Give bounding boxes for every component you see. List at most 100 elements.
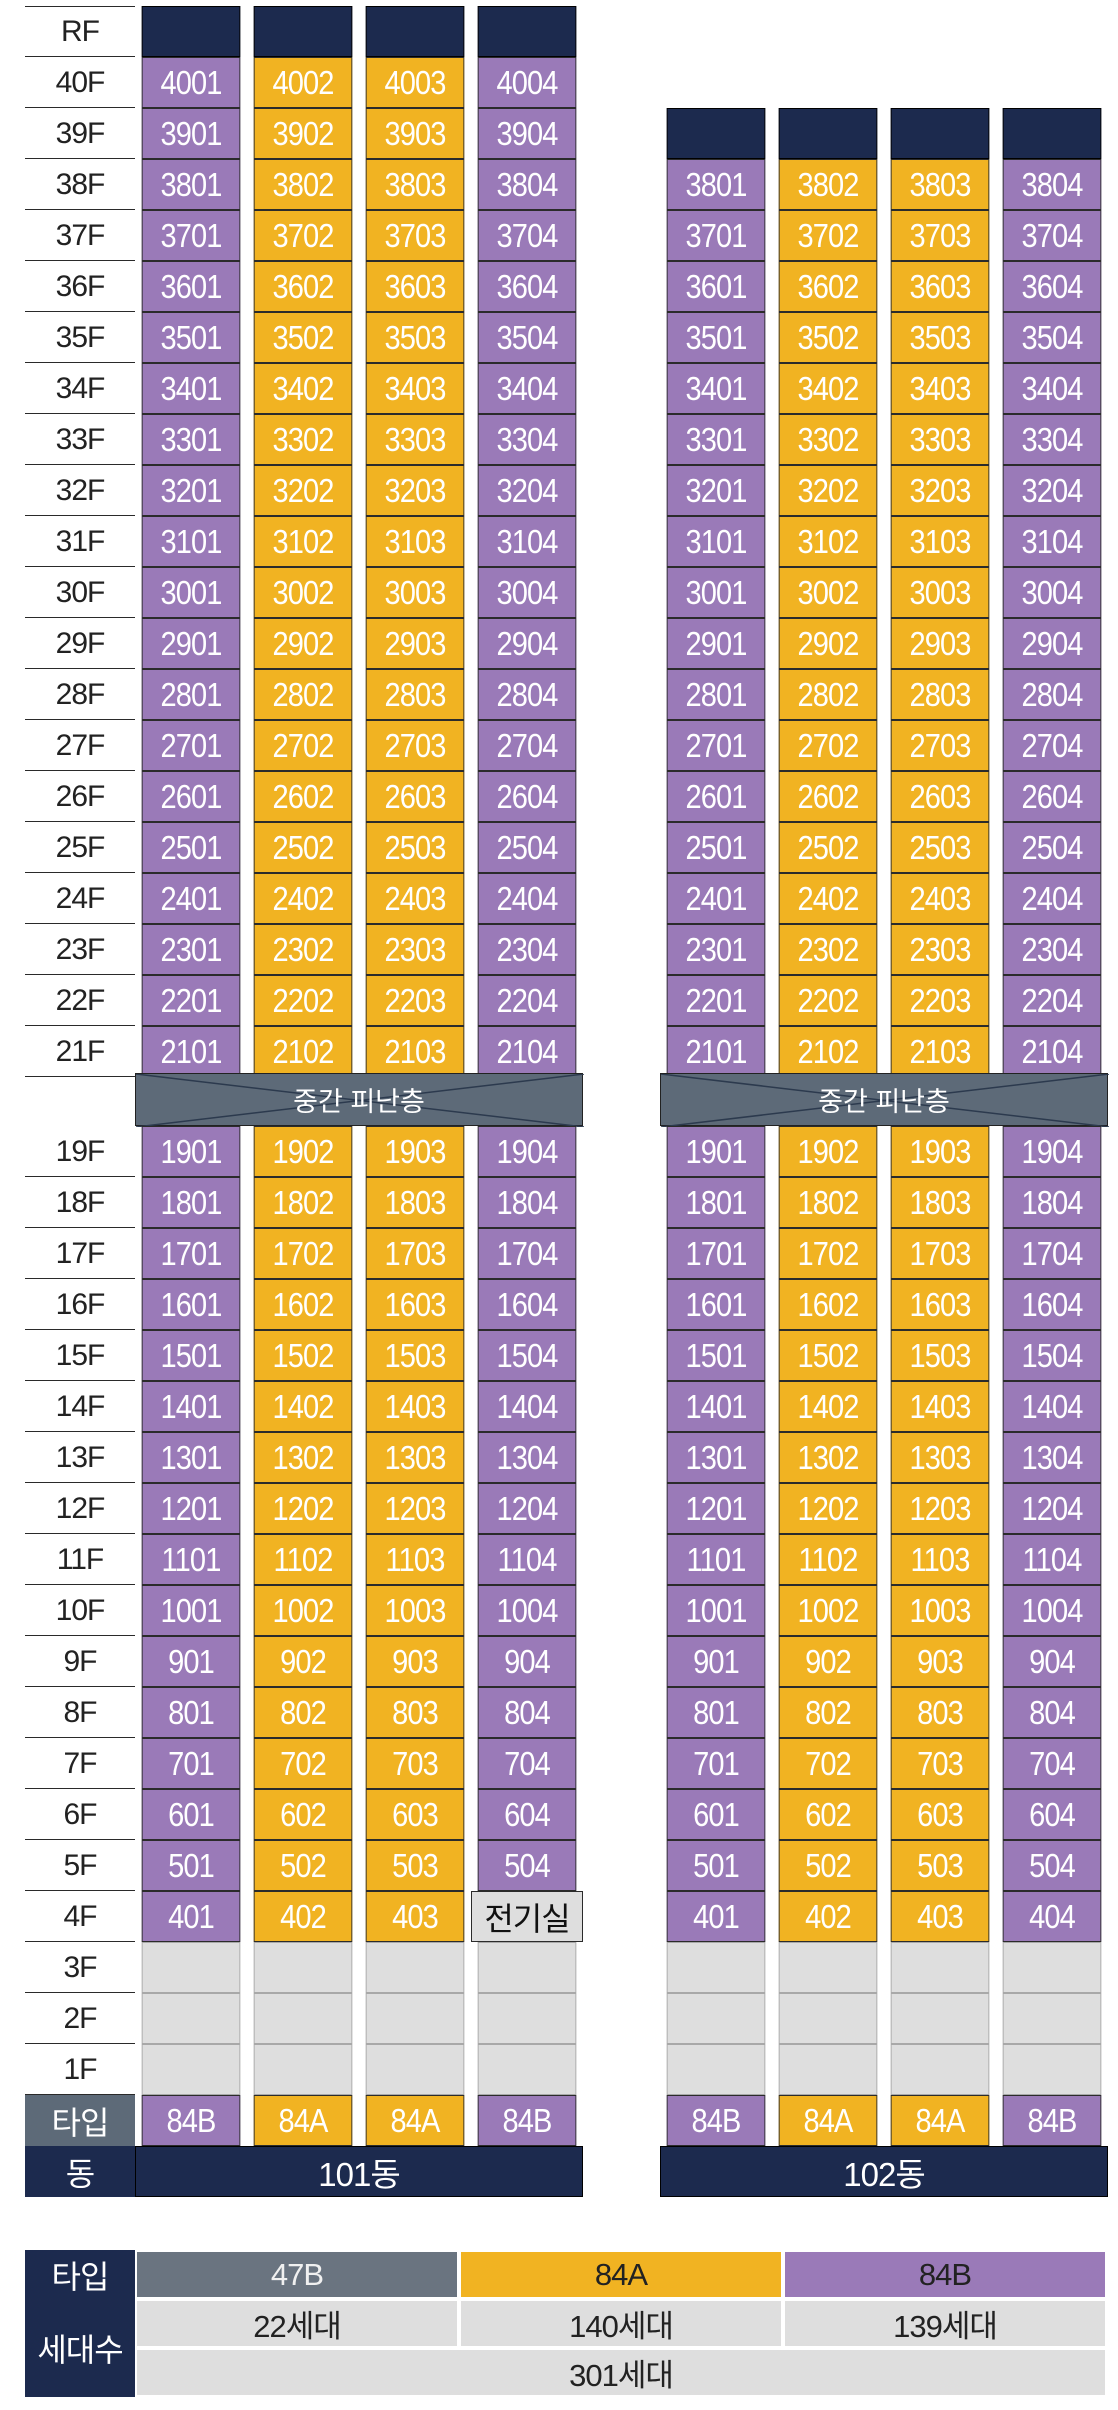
unit-cell: 403	[890, 1891, 990, 1942]
floor-divider	[25, 1025, 135, 1026]
unit-cell: 2504	[1002, 822, 1102, 873]
unit-cell: 3204	[1002, 465, 1102, 516]
unit-cell: 1602	[253, 1279, 353, 1330]
unit-cell: 3404	[477, 363, 577, 414]
unit-cell: 2302	[253, 924, 353, 975]
floor-divider	[25, 974, 135, 975]
unit-cell: 402	[253, 1891, 353, 1942]
refuge-cross-line	[661, 1074, 1109, 1127]
floor-divider	[25, 1737, 135, 1738]
floor-divider	[25, 1482, 135, 1483]
unit-cell: 3602	[253, 261, 353, 312]
unit-cell: 1002	[253, 1585, 353, 1636]
unit-cell: 501	[141, 1840, 241, 1891]
unit-cell: 1802	[253, 1177, 353, 1228]
floor-label: 22F	[55, 983, 106, 1017]
unit-cell: 3301	[666, 414, 766, 465]
unit-cell: 3401	[666, 363, 766, 414]
unit-cell: 2603	[890, 771, 990, 822]
floor-label: 19F	[55, 1134, 106, 1168]
floor-divider	[25, 1380, 135, 1381]
unit-cell: 404	[1002, 1891, 1102, 1942]
unit-cell: 603	[890, 1789, 990, 1840]
unit-cell: 3804	[1002, 159, 1102, 210]
empty-cell	[141, 2044, 241, 2095]
unit-cell: 4003	[365, 57, 465, 108]
building-name: 102동	[660, 2146, 1108, 2197]
floor-divider	[25, 668, 135, 669]
floor-divider	[25, 1788, 135, 1789]
unit-cell: 2201	[141, 975, 241, 1026]
unit-cell: 701	[141, 1738, 241, 1789]
floor-label: 40F	[55, 65, 106, 99]
empty-cell	[141, 1942, 241, 1993]
unit-cell: 902	[253, 1636, 353, 1687]
unit-cell: 3602	[778, 261, 878, 312]
unit-cell: 801	[666, 1687, 766, 1738]
unit-cell: 2801	[141, 669, 241, 720]
floor-label: 3F	[63, 1950, 97, 1984]
floor-label: 8F	[63, 1695, 97, 1729]
unit-cell: 3403	[890, 363, 990, 414]
floor-label: 31F	[55, 524, 106, 558]
unit-cell: 2202	[253, 975, 353, 1026]
unit-cell: 1302	[253, 1432, 353, 1483]
unit-cell: 2702	[778, 720, 878, 771]
floor-divider	[25, 158, 135, 159]
unit-cell: 1702	[778, 1228, 878, 1279]
unit-cell: 704	[477, 1738, 577, 1789]
floor-divider	[25, 1076, 135, 1077]
unit-cell: 803	[365, 1687, 465, 1738]
floor-divider	[25, 6, 135, 7]
floor-label: 14F	[55, 1389, 106, 1423]
empty-cell	[477, 2044, 577, 2095]
unit-cell: 3101	[141, 516, 241, 567]
unit-cell: 2204	[477, 975, 577, 1026]
unit-cell: 1501	[141, 1330, 241, 1381]
unit-cell: 2403	[365, 873, 465, 924]
type-cell: 84A	[778, 2095, 878, 2146]
unit-cell: 3703	[890, 210, 990, 261]
unit-cell: 2101	[666, 1026, 766, 1077]
unit-cell: 502	[253, 1840, 353, 1891]
unit-cell: 2901	[666, 618, 766, 669]
unit-cell: 801	[141, 1687, 241, 1738]
unit-cell: 3303	[890, 414, 990, 465]
floor-divider	[25, 1941, 135, 1942]
building-name: 101동	[135, 2146, 583, 2197]
unit-cell: 3201	[141, 465, 241, 516]
unit-cell: 2804	[477, 669, 577, 720]
empty-cell	[477, 1993, 577, 2044]
unit-cell: 1303	[890, 1432, 990, 1483]
unit-cell: 803	[890, 1687, 990, 1738]
unit-cell: 1603	[365, 1279, 465, 1330]
refuge-floor-band: 중간 피난층	[660, 1073, 1109, 1127]
empty-cell	[890, 2044, 990, 2095]
unit-cell: 1103	[365, 1534, 465, 1585]
unit-cell: 3402	[253, 363, 353, 414]
unit-cell: 1102	[778, 1534, 878, 1585]
floor-divider	[25, 209, 135, 210]
unit-cell: 3503	[365, 312, 465, 363]
floor-label: 12F	[55, 1491, 106, 1525]
floor-divider	[25, 1992, 135, 1993]
unit-cell: 3804	[477, 159, 577, 210]
unit-cell: 3303	[365, 414, 465, 465]
unit-cell: 1201	[666, 1483, 766, 1534]
unit-cell: 604	[1002, 1789, 1102, 1840]
unit-cell: 2802	[253, 669, 353, 720]
unit-cell: 2601	[666, 771, 766, 822]
unit-cell: 1701	[141, 1228, 241, 1279]
unit-cell: 1204	[1002, 1483, 1102, 1534]
unit-cell: 1701	[666, 1228, 766, 1279]
unit-cell: 2604	[477, 771, 577, 822]
unit-cell: 4001	[141, 57, 241, 108]
unit-cell: 1902	[253, 1126, 353, 1177]
unit-cell: 1903	[365, 1126, 465, 1177]
floor-divider	[25, 2043, 135, 2044]
unit-cell: 2102	[778, 1026, 878, 1077]
floor-divider	[25, 1635, 135, 1636]
unit-cell: 2304	[477, 924, 577, 975]
floor-divider	[25, 566, 135, 567]
unit-cell: 1604	[477, 1279, 577, 1330]
